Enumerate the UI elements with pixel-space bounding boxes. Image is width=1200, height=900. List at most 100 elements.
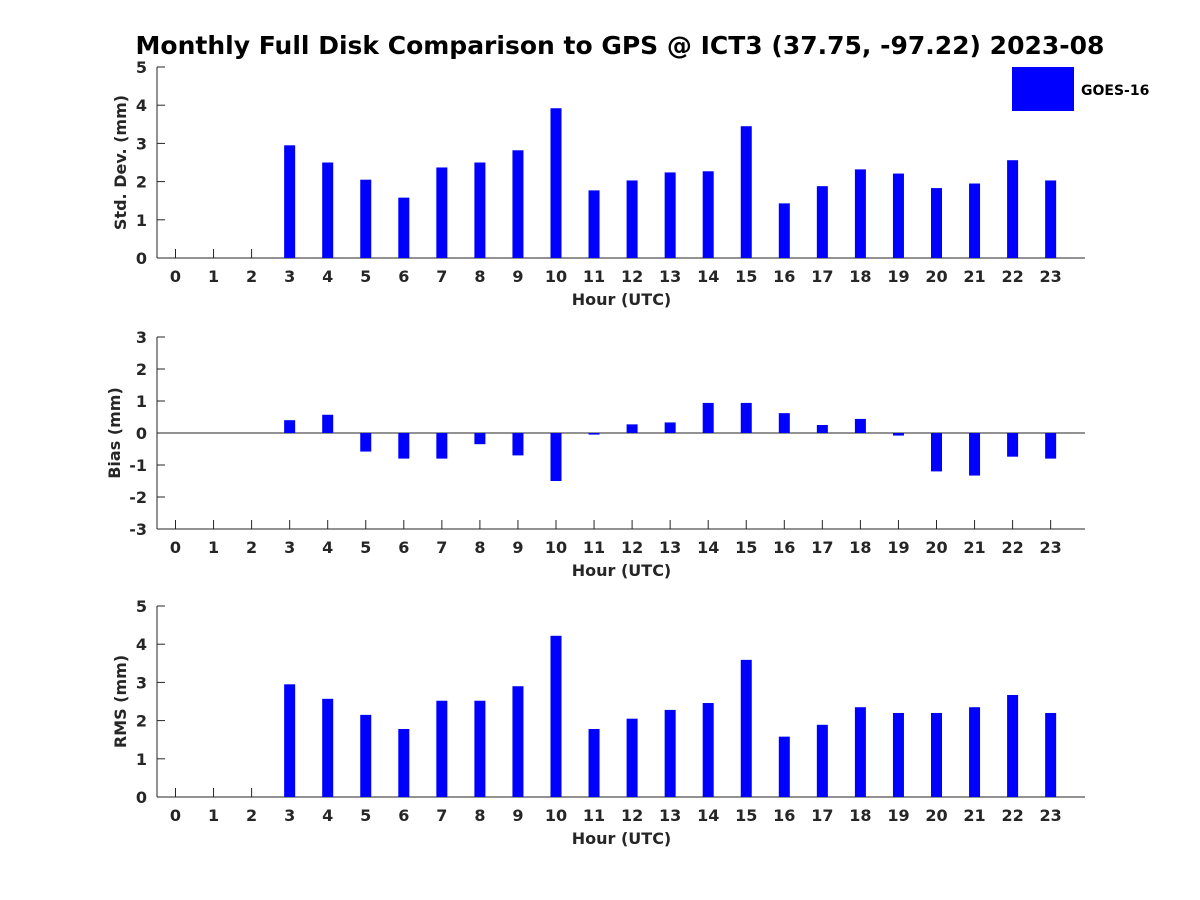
- bar-bias-mm-hour-3: [284, 420, 296, 433]
- x-tick-label: 2: [246, 538, 257, 557]
- bar-rms-mm-hour-8: [474, 700, 486, 797]
- y-tick-label: 5: [136, 58, 147, 77]
- x-tick-label: 14: [697, 267, 719, 286]
- bar-rms-mm-hour-19: [892, 712, 904, 797]
- bar-std-dev-mm-hour-11: [588, 190, 600, 258]
- x-tick-label: 23: [1040, 806, 1062, 825]
- y-tick-label: 3: [136, 673, 147, 692]
- bar-std-dev-mm-hour-4: [322, 162, 334, 258]
- bar-std-dev-mm-hour-15: [740, 126, 752, 259]
- x-tick-label: 12: [621, 267, 643, 286]
- legend-label-goes-16: GOES-16: [1081, 83, 1149, 99]
- bar-bias-mm-hour-6: [398, 433, 410, 459]
- bar-rms-mm-hour-9: [512, 686, 524, 797]
- bar-std-dev-mm-hour-10: [550, 108, 562, 258]
- x-tick-label: 13: [659, 267, 681, 286]
- y-axis-label: Std. Dev. (mm): [111, 95, 130, 230]
- y-tick-label: 0: [136, 249, 147, 268]
- bar-bias-mm-hour-18: [854, 418, 866, 433]
- x-tick-label: 5: [360, 267, 371, 286]
- y-tick-label: 4: [136, 635, 147, 654]
- y-tick-label: 1: [136, 750, 147, 769]
- x-tick-label: 18: [849, 538, 871, 557]
- x-tick-label: 17: [811, 806, 833, 825]
- x-tick-label: 20: [925, 267, 947, 286]
- y-axis-label: Bias (mm): [105, 387, 124, 479]
- bar-std-dev-mm-hour-18: [854, 169, 866, 258]
- chart-title: Monthly Full Disk Comparison to GPS @ IC…: [136, 31, 1105, 60]
- x-tick-label: 22: [1001, 267, 1023, 286]
- x-tick-label: 1: [208, 806, 219, 825]
- x-tick-label: 13: [659, 538, 681, 557]
- x-tick-label: 15: [735, 806, 757, 825]
- x-tick-label: 17: [811, 267, 833, 286]
- x-tick-label: 9: [512, 538, 523, 557]
- bar-rms-mm-hour-13: [664, 709, 676, 797]
- x-tick-label: 8: [474, 267, 485, 286]
- x-tick-label: 19: [887, 806, 909, 825]
- bar-rms-mm-hour-10: [550, 635, 562, 797]
- x-tick-label: 8: [474, 806, 485, 825]
- x-tick-label: 10: [545, 538, 567, 557]
- x-tick-label: 12: [621, 538, 643, 557]
- x-tick-label: 7: [436, 538, 447, 557]
- y-tick-label: 1: [136, 392, 147, 411]
- x-tick-label: 7: [436, 806, 447, 825]
- x-tick-label: 6: [398, 806, 409, 825]
- bar-rms-mm-hour-3: [284, 684, 296, 797]
- x-tick-label: 23: [1040, 538, 1062, 557]
- x-tick-label: 12: [621, 806, 643, 825]
- bar-bias-mm-hour-17: [816, 425, 828, 433]
- x-axis-label: Hour (UTC): [572, 561, 672, 580]
- bar-std-dev-mm-hour-9: [512, 150, 524, 258]
- bar-std-dev-mm-hour-6: [398, 197, 410, 258]
- x-tick-label: 4: [322, 806, 333, 825]
- x-tick-label: 9: [512, 806, 523, 825]
- x-tick-label: 6: [398, 267, 409, 286]
- bar-rms-mm-hour-5: [360, 714, 372, 797]
- bar-std-dev-mm-hour-8: [474, 162, 486, 258]
- bar-rms-mm-hour-12: [626, 718, 638, 797]
- bar-rms-mm-hour-23: [1045, 712, 1057, 797]
- x-tick-label: 3: [284, 267, 295, 286]
- x-tick-label: 5: [360, 806, 371, 825]
- y-tick-label: 0: [136, 424, 147, 443]
- bar-std-dev-mm-hour-21: [969, 183, 981, 258]
- bar-std-dev-mm-hour-12: [626, 180, 638, 258]
- x-tick-label: 18: [849, 806, 871, 825]
- x-tick-label: 17: [811, 538, 833, 557]
- y-tick-label: 2: [136, 360, 147, 379]
- y-tick-label: 1: [136, 211, 147, 230]
- y-axis-label: RMS (mm): [111, 655, 130, 748]
- bar-bias-mm-hour-12: [626, 424, 638, 433]
- bar-rms-mm-hour-6: [398, 729, 410, 797]
- x-tick-label: 11: [583, 538, 605, 557]
- x-tick-label: 20: [925, 806, 947, 825]
- x-tick-label: 14: [697, 538, 719, 557]
- x-axis-label: Hour (UTC): [572, 290, 672, 309]
- x-tick-label: 7: [436, 267, 447, 286]
- bar-std-dev-mm-hour-16: [778, 203, 790, 258]
- bar-bias-mm-hour-7: [436, 433, 448, 459]
- bar-bias-mm-hour-11: [588, 433, 600, 435]
- y-tick-label: -3: [129, 520, 147, 539]
- x-tick-label: 10: [545, 806, 567, 825]
- bar-bias-mm-hour-9: [512, 433, 524, 456]
- x-tick-label: 16: [773, 267, 795, 286]
- x-tick-label: 9: [512, 267, 523, 286]
- x-tick-label: 19: [887, 538, 909, 557]
- y-tick-label: 4: [136, 96, 147, 115]
- x-tick-label: 0: [170, 267, 181, 286]
- bar-bias-mm-hour-10: [550, 433, 562, 481]
- bar-std-dev-mm-hour-14: [702, 171, 714, 258]
- x-tick-label: 18: [849, 267, 871, 286]
- bar-std-dev-mm-hour-23: [1045, 180, 1057, 258]
- x-tick-label: 11: [583, 267, 605, 286]
- x-tick-label: 6: [398, 538, 409, 557]
- bar-rms-mm-hour-22: [1007, 695, 1019, 797]
- x-tick-label: 14: [697, 806, 719, 825]
- bar-bias-mm-hour-4: [322, 414, 334, 433]
- x-tick-label: 2: [246, 806, 257, 825]
